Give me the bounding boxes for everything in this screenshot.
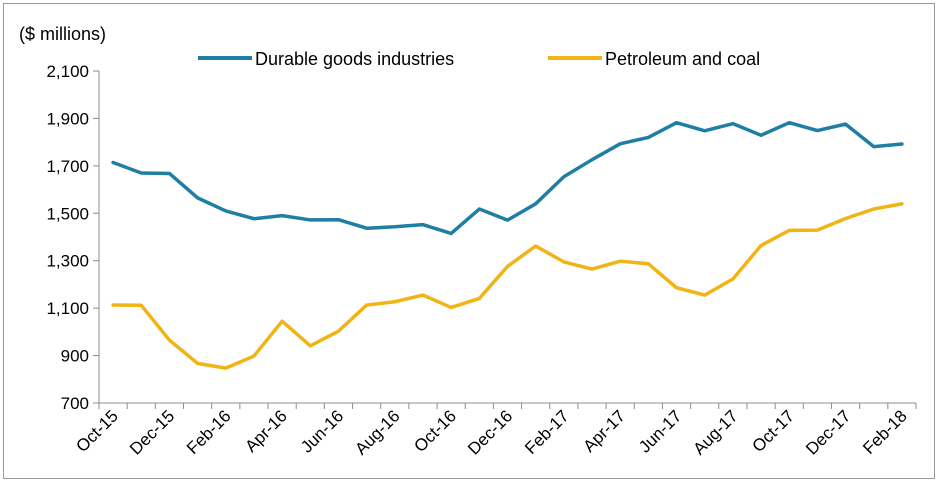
plot-area [111, 120, 904, 370]
data-point [815, 228, 819, 232]
data-point [815, 129, 819, 133]
data-point [336, 218, 340, 222]
x-tick-label: Oct-15 [72, 406, 122, 456]
y-axis-label: ($ millions) [19, 24, 106, 44]
data-point [900, 142, 904, 146]
x-tick-label: Dec-16 [464, 406, 516, 458]
data-point [844, 217, 848, 221]
y-tick-label: 1,100 [46, 299, 89, 318]
y-tick-label: 1,500 [46, 204, 89, 223]
data-point [477, 207, 481, 211]
chart-frame [3, 3, 935, 479]
data-point [252, 217, 256, 221]
data-point [618, 259, 622, 263]
data-point [336, 329, 340, 333]
y-tick-label: 900 [61, 347, 89, 366]
data-point [252, 354, 256, 358]
x-axis-ticks: Oct-15 Dec-15 Feb-16 Apr-16 Jun-16 Aug-16 Oct-… [72, 403, 917, 459]
data-point [590, 158, 594, 162]
data-point [534, 202, 538, 206]
data-point [787, 121, 791, 125]
data-point [365, 303, 369, 307]
data-point [449, 305, 453, 309]
y-tick-label: 1,700 [46, 157, 89, 176]
data-point [196, 196, 200, 200]
data-point [224, 209, 228, 213]
x-tick-label: Jun-16 [297, 406, 347, 456]
legend: Durable goods industries Petroleum and c… [198, 49, 760, 69]
data-point [421, 293, 425, 297]
data-point [562, 175, 566, 179]
data-point [365, 226, 369, 230]
x-tick-label: Dec-17 [802, 406, 854, 458]
x-tick-label: Feb-17 [521, 406, 573, 458]
data-point [421, 223, 425, 227]
data-point [787, 228, 791, 232]
data-point [590, 267, 594, 271]
data-point [646, 135, 650, 139]
data-point [280, 214, 284, 218]
data-point [646, 262, 650, 266]
data-point [167, 338, 171, 342]
data-point [900, 202, 904, 206]
data-point [111, 161, 115, 165]
data-point [393, 225, 397, 229]
data-point [139, 171, 143, 175]
x-tick-label: Jun-17 [635, 406, 685, 456]
data-point [477, 296, 481, 300]
data-point [111, 303, 115, 307]
data-point [844, 122, 848, 126]
data-point [224, 366, 228, 370]
data-point [759, 244, 763, 248]
data-point [308, 344, 312, 348]
data-point [618, 142, 622, 146]
data-point [562, 260, 566, 264]
y-tick-label: 1,900 [46, 109, 89, 128]
data-point [731, 122, 735, 126]
x-tick-label: Aug-16 [351, 406, 403, 458]
data-point [703, 129, 707, 133]
x-tick-label: Apr-17 [579, 406, 629, 456]
x-tick-label: Dec-15 [126, 406, 178, 458]
x-tick-label: Feb-18 [859, 406, 911, 458]
data-point [872, 145, 876, 149]
data-point [308, 218, 312, 222]
data-point [506, 264, 509, 268]
data-point [196, 361, 200, 365]
data-point [731, 277, 735, 281]
data-point [675, 286, 679, 290]
y-tick-label: 700 [61, 394, 89, 413]
legend-label-petroleum: Petroleum and coal [605, 49, 760, 69]
data-point [872, 207, 876, 211]
data-point [759, 133, 763, 137]
data-point [703, 293, 707, 297]
series-line-durable [111, 120, 904, 236]
x-tick-label: Oct-16 [410, 406, 460, 456]
data-point [675, 121, 679, 125]
data-point [506, 218, 509, 222]
series-line-petroleum [111, 202, 904, 370]
legend-label-durable: Durable goods industries [255, 49, 454, 69]
data-point [534, 244, 538, 248]
x-tick-label: Oct-17 [749, 406, 799, 456]
x-tick-label: Aug-17 [690, 406, 742, 458]
x-tick-label: Feb-16 [183, 406, 235, 458]
data-point [280, 319, 284, 323]
data-point [449, 231, 453, 235]
x-tick-label: Apr-16 [241, 406, 291, 456]
y-axis-ticks: 700 900 1,100 1,300 1,500 1,700 1,900 2,100 [46, 62, 99, 413]
data-point [393, 300, 397, 304]
y-tick-label: 1,300 [46, 252, 89, 271]
data-point [139, 303, 143, 307]
y-tick-label: 2,100 [46, 62, 89, 81]
data-point [167, 171, 171, 175]
